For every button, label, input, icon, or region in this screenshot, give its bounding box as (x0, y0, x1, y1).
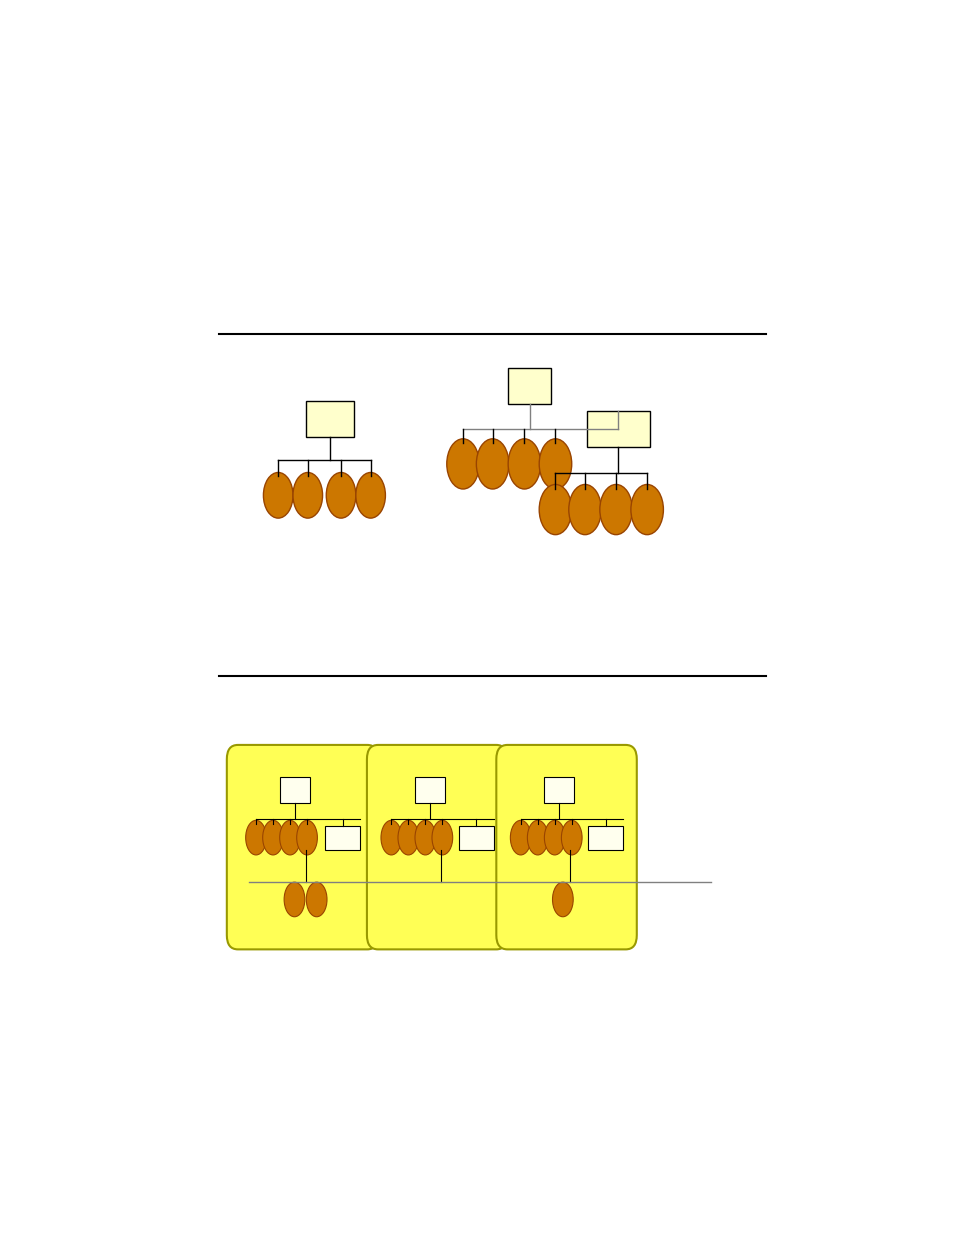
Ellipse shape (527, 820, 547, 855)
Ellipse shape (568, 484, 600, 535)
Ellipse shape (380, 820, 401, 855)
Ellipse shape (293, 473, 322, 519)
Ellipse shape (306, 882, 327, 916)
Ellipse shape (355, 473, 385, 519)
Ellipse shape (432, 820, 453, 855)
FancyBboxPatch shape (367, 745, 507, 950)
FancyBboxPatch shape (586, 411, 649, 447)
Ellipse shape (538, 438, 571, 489)
Ellipse shape (284, 882, 305, 916)
Ellipse shape (397, 820, 418, 855)
Ellipse shape (446, 438, 478, 489)
Ellipse shape (246, 820, 266, 855)
FancyBboxPatch shape (280, 777, 310, 804)
Ellipse shape (560, 820, 581, 855)
Ellipse shape (476, 438, 508, 489)
Ellipse shape (508, 438, 540, 489)
FancyBboxPatch shape (458, 826, 494, 850)
FancyBboxPatch shape (306, 401, 354, 437)
FancyBboxPatch shape (544, 777, 574, 804)
Ellipse shape (544, 820, 564, 855)
FancyBboxPatch shape (508, 368, 551, 404)
Ellipse shape (296, 820, 317, 855)
Ellipse shape (263, 473, 293, 519)
FancyBboxPatch shape (324, 826, 360, 850)
Ellipse shape (630, 484, 662, 535)
Ellipse shape (552, 882, 573, 916)
Ellipse shape (279, 820, 300, 855)
FancyBboxPatch shape (587, 826, 623, 850)
FancyBboxPatch shape (227, 745, 378, 950)
Ellipse shape (326, 473, 355, 519)
Ellipse shape (262, 820, 283, 855)
FancyBboxPatch shape (496, 745, 637, 950)
Ellipse shape (599, 484, 632, 535)
Ellipse shape (510, 820, 531, 855)
Ellipse shape (415, 820, 436, 855)
FancyBboxPatch shape (415, 777, 444, 804)
Ellipse shape (538, 484, 571, 535)
